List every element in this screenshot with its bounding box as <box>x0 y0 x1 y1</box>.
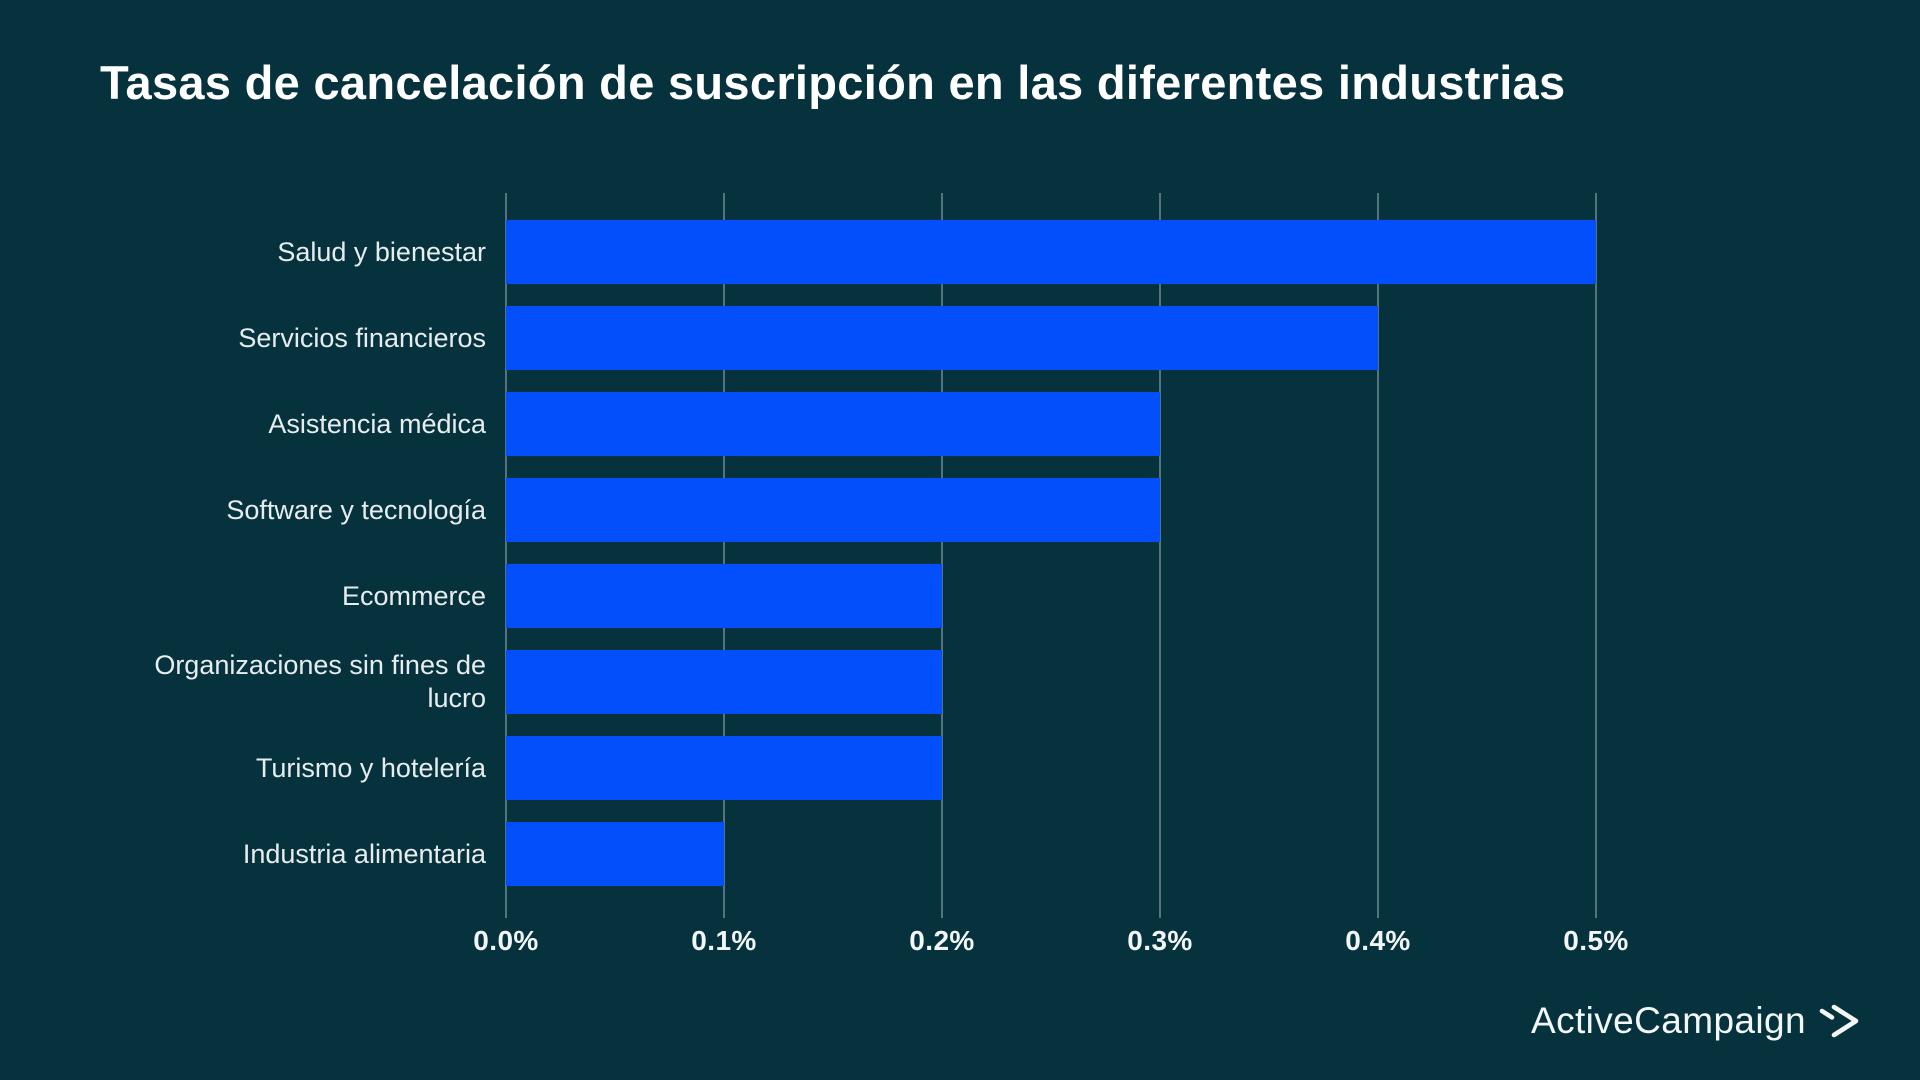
category-label: Ecommerce <box>341 580 486 611</box>
bar-zone <box>506 295 1596 381</box>
bar <box>506 392 1160 456</box>
brand-logo: ActiveCampaign <box>1531 1000 1862 1042</box>
x-tick-label: 0.1% <box>691 925 757 956</box>
plot-area <box>505 193 1597 918</box>
category-label: Servicios financieros <box>238 322 486 353</box>
x-tick-label: 0.5% <box>1563 925 1629 956</box>
bar <box>506 220 1596 284</box>
gridline <box>1377 193 1379 918</box>
bar-row: Ecommerce <box>120 553 1596 639</box>
gridline <box>1159 193 1161 918</box>
x-tick-label: 0.0% <box>473 925 539 956</box>
category-label: Industria alimentaria <box>242 838 486 869</box>
x-tick-label: 0.2% <box>909 925 975 956</box>
bar-zone <box>506 209 1596 295</box>
gridline <box>505 193 507 918</box>
bar-zone <box>506 467 1596 553</box>
bar-zone <box>506 639 1596 725</box>
bar <box>506 306 1378 370</box>
bar-zone <box>506 381 1596 467</box>
bar-rows: Salud y bienestar Servicios financieros As… <box>120 209 1596 897</box>
chart-title: Tasas de cancelación de suscripción en l… <box>100 56 1566 109</box>
gridline <box>1595 193 1597 918</box>
bar-row: Organizaciones sin fines de lucro <box>120 639 1596 725</box>
bar <box>506 736 942 800</box>
bar-row: Salud y bienestar <box>120 209 1596 295</box>
bar-row: Asistencia médica <box>120 381 1596 467</box>
category-label: Software y tecnología <box>226 494 486 525</box>
category-label: Salud y bienestar <box>277 236 486 267</box>
category-label: Asistencia médica <box>268 408 486 439</box>
bar <box>506 822 724 886</box>
bar <box>506 478 1160 542</box>
bar-zone <box>506 725 1596 811</box>
x-tick-label: 0.4% <box>1345 925 1411 956</box>
bar-row: Servicios financieros <box>120 295 1596 381</box>
bar <box>506 650 942 714</box>
category-label: Organizaciones sin fines de lucro <box>154 650 486 713</box>
bar <box>506 564 942 628</box>
bar-row: Industria alimentaria <box>120 811 1596 897</box>
bar-zone <box>506 811 1596 897</box>
gridline <box>723 193 725 918</box>
x-tick-label: 0.3% <box>1127 925 1193 956</box>
bar-row: Software y tecnología <box>120 467 1596 553</box>
double-chevron-right-icon <box>1819 1004 1859 1038</box>
gridline <box>941 193 943 918</box>
bar-row: Turismo y hotelería <box>120 725 1596 811</box>
x-axis-tick-labels: 0.0% 0.1% 0.2% 0.3% 0.4% 0.5% <box>473 925 1628 967</box>
brand-logo-text: ActiveCampaign <box>1530 1000 1806 1041</box>
bar-zone <box>506 553 1596 639</box>
category-label: Turismo y hotelería <box>255 752 486 783</box>
